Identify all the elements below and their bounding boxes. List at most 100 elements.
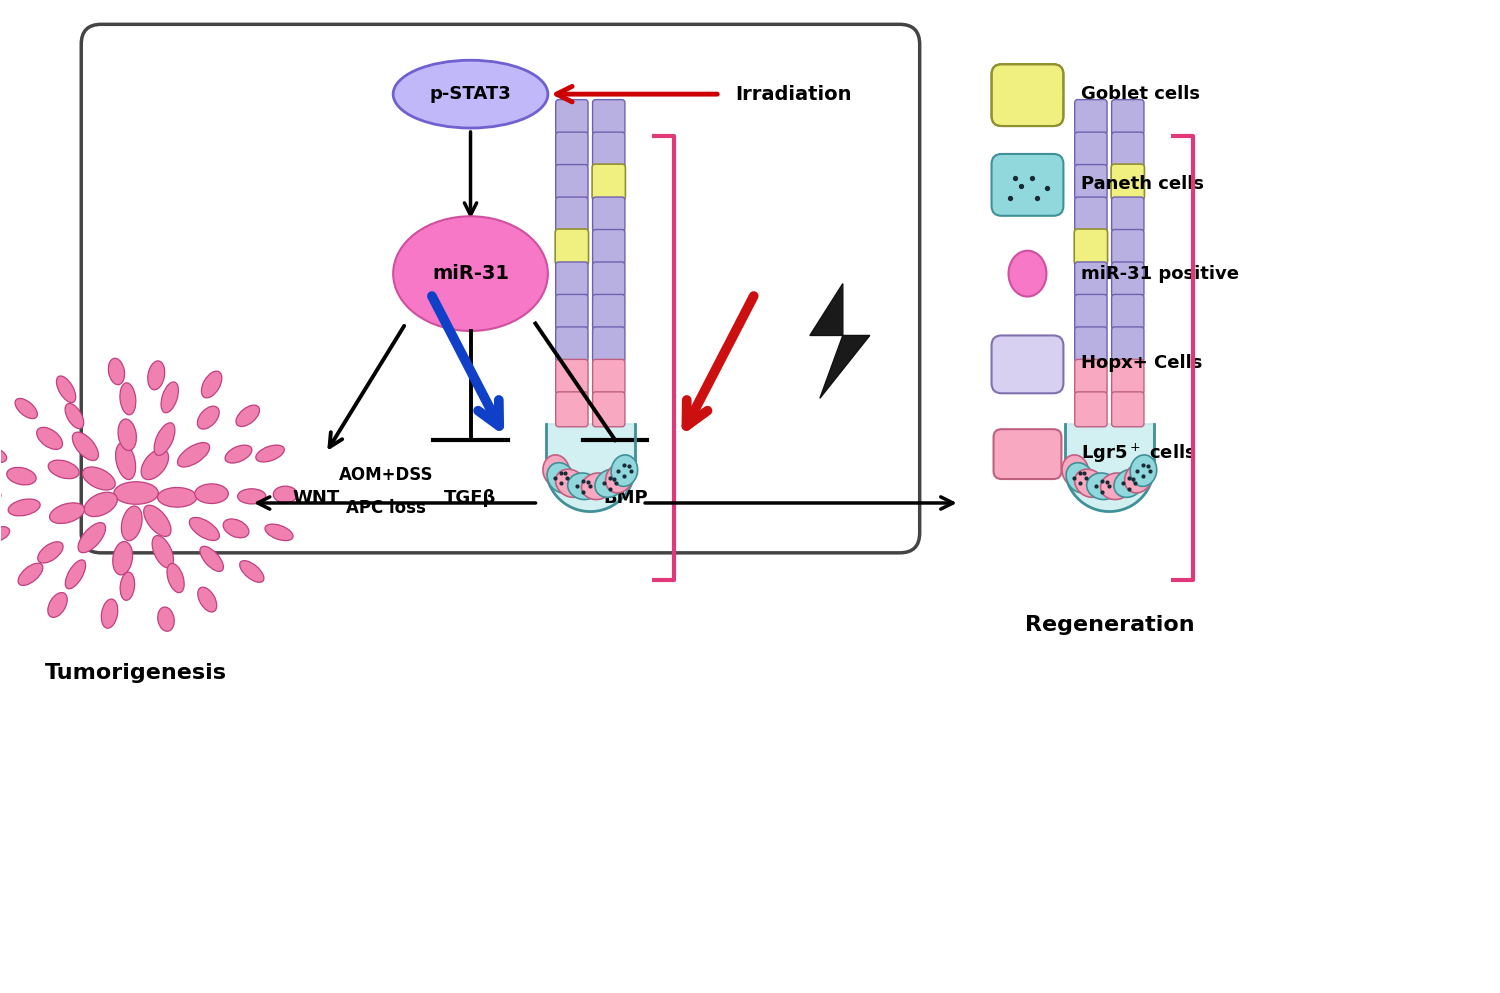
Ellipse shape [0, 447, 6, 463]
Ellipse shape [273, 487, 297, 502]
Ellipse shape [122, 506, 142, 541]
Ellipse shape [1041, 440, 1059, 466]
Ellipse shape [158, 607, 174, 632]
Ellipse shape [266, 524, 292, 540]
FancyBboxPatch shape [555, 262, 588, 297]
Ellipse shape [120, 383, 136, 415]
FancyBboxPatch shape [555, 132, 588, 167]
Ellipse shape [1101, 473, 1132, 499]
Ellipse shape [1114, 470, 1144, 497]
Ellipse shape [112, 541, 132, 575]
Ellipse shape [120, 572, 135, 601]
FancyBboxPatch shape [1074, 197, 1107, 232]
FancyBboxPatch shape [555, 197, 588, 232]
FancyBboxPatch shape [555, 295, 588, 330]
Ellipse shape [543, 455, 570, 487]
Ellipse shape [224, 519, 249, 538]
Ellipse shape [84, 493, 117, 516]
FancyBboxPatch shape [1112, 164, 1144, 200]
Text: AOM+DSS: AOM+DSS [339, 466, 433, 484]
FancyBboxPatch shape [1074, 327, 1107, 361]
Text: Paneth cells: Paneth cells [1082, 175, 1204, 193]
FancyBboxPatch shape [1112, 392, 1144, 427]
Ellipse shape [567, 473, 598, 499]
FancyBboxPatch shape [1112, 327, 1144, 361]
Ellipse shape [195, 484, 228, 503]
Ellipse shape [225, 445, 252, 463]
Ellipse shape [393, 61, 548, 128]
Text: WNT: WNT [292, 489, 339, 507]
Ellipse shape [48, 593, 68, 618]
Ellipse shape [1130, 455, 1156, 487]
FancyBboxPatch shape [1074, 229, 1107, 265]
Ellipse shape [548, 463, 574, 493]
Ellipse shape [158, 488, 196, 507]
FancyBboxPatch shape [555, 392, 588, 427]
FancyBboxPatch shape [1074, 359, 1107, 394]
Ellipse shape [82, 467, 116, 490]
FancyBboxPatch shape [592, 197, 626, 232]
FancyBboxPatch shape [1112, 99, 1144, 135]
Ellipse shape [606, 463, 633, 493]
FancyBboxPatch shape [1112, 262, 1144, 297]
Ellipse shape [393, 216, 548, 331]
Text: TGFβ: TGFβ [444, 489, 497, 507]
FancyBboxPatch shape [993, 429, 1062, 479]
Ellipse shape [144, 505, 171, 536]
Text: Goblet cells: Goblet cells [1082, 85, 1200, 103]
Ellipse shape [198, 587, 217, 612]
FancyBboxPatch shape [1074, 165, 1107, 200]
Ellipse shape [15, 398, 38, 419]
Ellipse shape [108, 358, 124, 384]
Ellipse shape [0, 526, 9, 542]
FancyBboxPatch shape [592, 164, 626, 200]
FancyBboxPatch shape [1112, 132, 1144, 167]
FancyBboxPatch shape [592, 359, 626, 394]
FancyBboxPatch shape [555, 99, 588, 135]
FancyBboxPatch shape [992, 65, 1064, 126]
Ellipse shape [160, 382, 178, 413]
Ellipse shape [152, 535, 174, 568]
Ellipse shape [147, 360, 165, 390]
Ellipse shape [1086, 473, 1118, 499]
Ellipse shape [555, 470, 585, 497]
Ellipse shape [1041, 79, 1062, 109]
Text: Regeneration: Regeneration [1024, 615, 1194, 635]
FancyBboxPatch shape [1074, 392, 1107, 427]
Ellipse shape [8, 468, 36, 485]
Ellipse shape [141, 449, 168, 480]
FancyBboxPatch shape [555, 359, 588, 394]
Polygon shape [1065, 424, 1154, 511]
Text: miR-31 positive: miR-31 positive [1082, 264, 1239, 283]
FancyBboxPatch shape [592, 327, 626, 361]
Text: miR-31: miR-31 [432, 264, 508, 283]
FancyBboxPatch shape [1112, 197, 1144, 232]
Ellipse shape [102, 599, 118, 629]
FancyBboxPatch shape [1112, 359, 1144, 394]
Ellipse shape [236, 405, 260, 427]
Ellipse shape [78, 522, 105, 553]
Ellipse shape [116, 443, 135, 480]
Ellipse shape [72, 432, 99, 461]
Ellipse shape [1074, 470, 1104, 497]
Polygon shape [810, 284, 870, 398]
FancyBboxPatch shape [555, 229, 588, 265]
Ellipse shape [36, 427, 63, 450]
Text: Lgr5$^+$ cells: Lgr5$^+$ cells [1082, 442, 1197, 465]
Ellipse shape [154, 423, 176, 456]
Ellipse shape [166, 563, 184, 593]
Ellipse shape [38, 542, 63, 563]
Ellipse shape [64, 403, 84, 429]
Ellipse shape [237, 489, 266, 503]
Ellipse shape [1066, 463, 1094, 493]
Ellipse shape [1125, 463, 1152, 493]
Ellipse shape [582, 473, 614, 499]
FancyBboxPatch shape [1112, 229, 1144, 264]
Ellipse shape [610, 455, 638, 487]
FancyBboxPatch shape [592, 99, 626, 135]
FancyBboxPatch shape [81, 24, 919, 553]
Ellipse shape [1062, 455, 1089, 487]
Ellipse shape [114, 482, 159, 504]
FancyBboxPatch shape [992, 154, 1064, 215]
FancyBboxPatch shape [592, 262, 626, 297]
